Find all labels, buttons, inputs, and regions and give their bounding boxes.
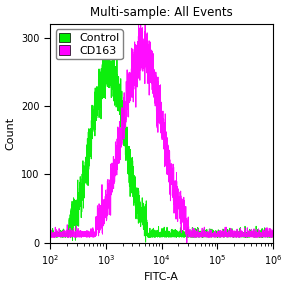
Title: Multi-sample: All Events: Multi-sample: All Events	[90, 5, 233, 18]
Legend: Control, CD163: Control, CD163	[56, 29, 122, 59]
Y-axis label: Count: Count	[5, 117, 16, 150]
X-axis label: FITC-A: FITC-A	[144, 272, 179, 283]
